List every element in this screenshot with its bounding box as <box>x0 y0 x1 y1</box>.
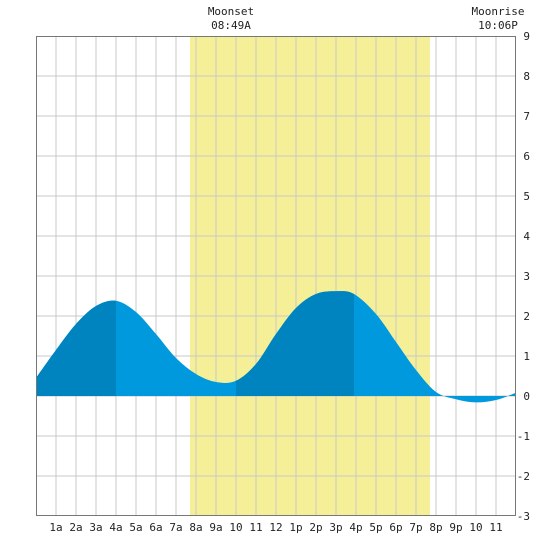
tide-point <box>95 305 97 307</box>
x-tick-label: 5p <box>369 521 382 534</box>
y-tick-label: 4 <box>523 230 530 243</box>
x-tick-label: 3p <box>329 521 342 534</box>
tide-point <box>255 363 257 365</box>
moonrise-time: 10:06P <box>478 19 518 32</box>
x-tick-label: 4p <box>349 521 362 534</box>
y-tick-label: 9 <box>523 30 530 43</box>
tide-point <box>135 311 137 313</box>
moonrise-label: Moonrise <box>472 5 525 18</box>
x-tick-label: 6p <box>389 521 402 534</box>
x-tick-label: 10 <box>469 521 482 534</box>
y-tick-label: -2 <box>517 470 530 483</box>
x-tick-label: 5a <box>129 521 142 534</box>
x-tick-label: 8a <box>189 521 202 534</box>
y-tick-label: 6 <box>523 150 530 163</box>
tide-point <box>375 313 377 315</box>
tide-point <box>155 333 157 335</box>
y-tick-label: 2 <box>523 310 530 323</box>
y-tick-label: 7 <box>523 110 530 123</box>
y-tick-label: 8 <box>523 70 530 83</box>
tide-point <box>415 369 417 371</box>
x-tick-label: 2p <box>309 521 322 534</box>
tide-point <box>115 300 117 302</box>
tide-point <box>335 290 337 292</box>
tide-point <box>55 349 57 351</box>
x-tick-label: 11 <box>489 521 502 534</box>
tide-dark-segments <box>36 291 354 396</box>
x-tick-label: 7p <box>409 521 422 534</box>
tide-point <box>353 293 355 295</box>
tide-point <box>75 323 77 325</box>
y-tick-label: 0 <box>523 390 530 403</box>
x-tick-label: 3a <box>89 521 102 534</box>
y-tick-label: 5 <box>523 190 530 203</box>
tide-dark-segment <box>236 291 354 396</box>
tide-point <box>235 380 237 382</box>
tide-dark-segment <box>36 300 116 396</box>
tide-point <box>435 391 437 393</box>
x-tick-label: 11 <box>249 521 262 534</box>
moonset-label: Moonset <box>208 5 254 18</box>
x-tick-label: 6a <box>149 521 162 534</box>
tide-point <box>475 402 477 404</box>
tide-point <box>455 398 457 400</box>
tide-point <box>195 373 197 375</box>
plot-border <box>36 36 516 516</box>
moonset-time: 08:49A <box>211 19 251 32</box>
x-tick-label: 8p <box>429 521 442 534</box>
x-tick-label: 1p <box>289 521 302 534</box>
x-tick-label: 4a <box>109 521 122 534</box>
x-tick-label: 9p <box>449 521 462 534</box>
y-tick-label: 3 <box>523 270 530 283</box>
x-tick-label: 1a <box>49 521 62 534</box>
tide-point <box>215 381 217 383</box>
tide-point <box>495 399 497 401</box>
tide-point <box>295 307 297 309</box>
y-tick-label: 1 <box>523 350 530 363</box>
x-tick-label: 10 <box>229 521 242 534</box>
x-tick-label: 7a <box>169 521 182 534</box>
y-axis-ticks: -3 -2 -1 0 1 2 3 4 5 6 7 8 9 <box>517 30 531 523</box>
x-axis-ticks: 1a 2a 3a 4a 5a 6a 7a 8a 9a 10 11 12 1p 2p 3p 4p 5p 6p 7p 8p… <box>49 521 502 534</box>
tide-point <box>395 341 397 343</box>
x-tick-label: 2a <box>69 521 82 534</box>
y-tick-label: -1 <box>517 430 530 443</box>
grid-lines <box>36 36 516 516</box>
x-tick-label: 12 <box>269 521 282 534</box>
tide-point <box>275 333 277 335</box>
x-tick-label: 9a <box>209 521 222 534</box>
y-tick-label: -3 <box>517 510 530 523</box>
tide-point <box>315 293 317 295</box>
tide-point <box>175 357 177 359</box>
